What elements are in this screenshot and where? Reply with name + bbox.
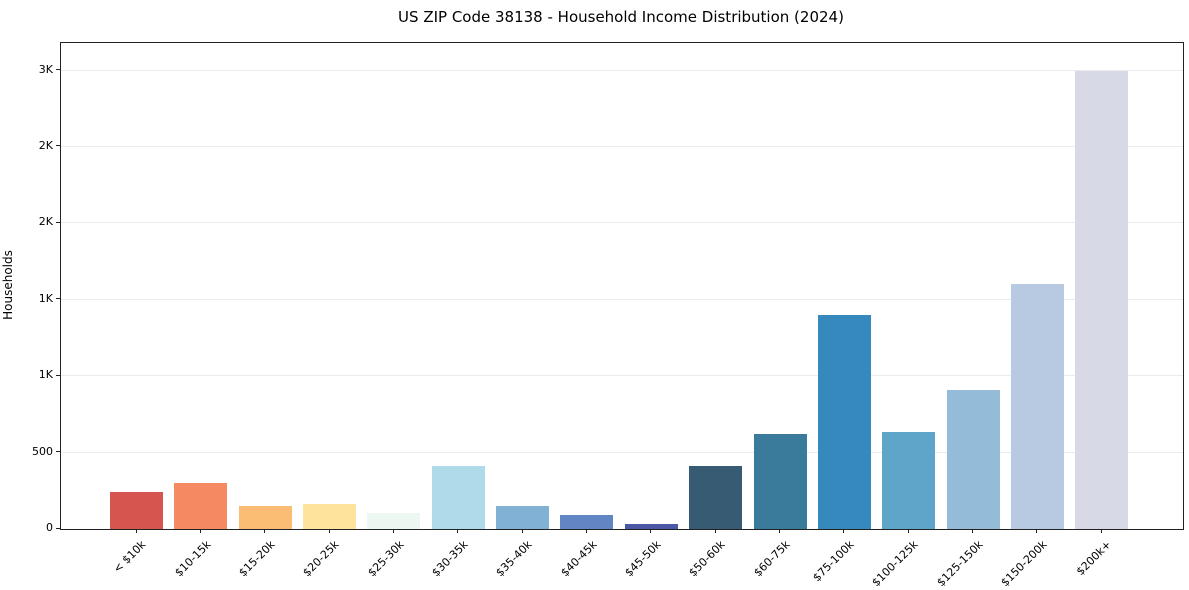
y-gridline (61, 222, 1183, 224)
bar-50-60k (689, 465, 743, 529)
x-tick-label: $20-25k (300, 538, 342, 580)
y-tick-label: 0 (46, 521, 53, 534)
x-tick-mark (392, 529, 394, 533)
y-gridline (61, 375, 1183, 377)
x-tick-label: $25-30k (364, 538, 407, 580)
y-gridline (61, 69, 1183, 71)
x-tick-mark (199, 529, 201, 533)
bar-200k (1075, 70, 1129, 529)
x-tick-label: $60-75k (750, 538, 793, 580)
x-tick-mark (328, 529, 330, 533)
y-tick-mark (56, 221, 60, 223)
bar-125-150k (946, 389, 1000, 529)
x-tick-mark (650, 529, 652, 533)
x-tick-label: $35-40k (493, 538, 535, 580)
y-tick-label: 2K (38, 215, 53, 229)
y-tick-mark (56, 69, 60, 70)
x-tick-label: $150-200k (998, 538, 1050, 590)
x-tick-label: $45-50k (622, 538, 664, 580)
x-tick-mark (779, 529, 780, 533)
bar-10k (110, 492, 163, 529)
chart-title: US ZIP Code 38138 - Household Income Dis… (398, 8, 844, 26)
y-tick-label: 1K (38, 291, 53, 305)
x-tick-label: $75-100k (810, 538, 857, 585)
x-tick-mark (1036, 529, 1038, 533)
y-tick-label: 2K (38, 138, 53, 152)
y-tick-mark (56, 527, 60, 529)
y-gridline (61, 451, 1183, 453)
bar-15-20k (238, 506, 292, 529)
x-tick-label: $15-20k (236, 538, 278, 580)
bar-20-25k (303, 503, 357, 529)
x-tick-mark (907, 529, 909, 533)
bar-30-35k (431, 466, 485, 529)
bar-75-100k (817, 315, 871, 529)
y-tick-mark (56, 374, 60, 376)
y-tick-mark (56, 298, 60, 300)
y-axis-label: Households (1, 250, 15, 320)
x-tick-label: $30-35k (429, 538, 471, 580)
bar-40-45k (560, 515, 614, 529)
plot-area (60, 42, 1184, 530)
x-tick-mark (843, 529, 845, 533)
y-tick-label: 1K (38, 368, 53, 382)
x-tick-mark (972, 529, 974, 533)
x-tick-label: $200k+ (1073, 538, 1114, 579)
y-tick-label: 3K (38, 62, 53, 76)
x-tick-mark (1100, 529, 1102, 533)
x-tick-label: $125-150k (934, 538, 986, 590)
bar-45-50k (624, 523, 678, 529)
x-tick-label: $50-60k (686, 538, 728, 580)
y-tick-label: 500 (32, 444, 53, 458)
y-tick-mark (56, 145, 60, 147)
y-gridline (61, 145, 1183, 147)
y-gridline (61, 298, 1183, 300)
x-tick-mark (457, 529, 459, 533)
x-tick-label: $100-125k (869, 538, 921, 590)
y-tick-mark (56, 451, 60, 453)
bar-100-125k (882, 431, 936, 529)
x-tick-mark (135, 529, 137, 533)
x-tick-label: $10-15k (171, 538, 214, 580)
x-tick-mark (585, 529, 587, 533)
x-tick-mark (521, 529, 523, 533)
x-tick-mark (264, 529, 266, 533)
bar-10-15k (174, 483, 228, 529)
bar-35-40k (496, 506, 550, 529)
bar-150-200k (1010, 284, 1064, 529)
bar-25-30k (367, 512, 421, 529)
x-tick-mark (714, 529, 716, 533)
x-tick-label: $40-45k (557, 538, 600, 580)
bar-60-75k (753, 434, 807, 529)
x-tick-label: < $10k (111, 538, 149, 576)
